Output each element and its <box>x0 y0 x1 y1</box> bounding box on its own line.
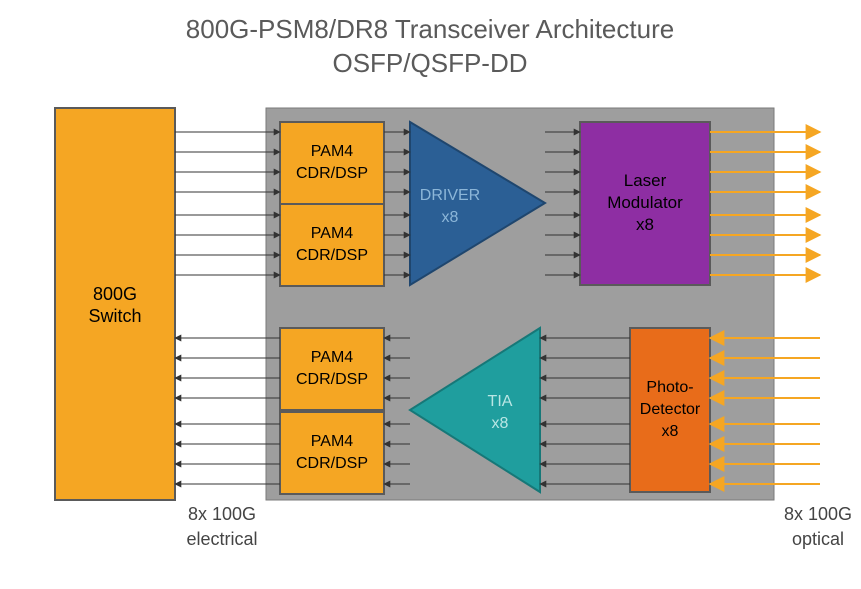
driver-label1: DRIVER <box>420 187 480 204</box>
pam4-box <box>280 412 384 494</box>
pam4-label1: PAM4 <box>311 143 353 160</box>
switch-box <box>55 108 175 500</box>
laser-label3: x8 <box>636 215 654 234</box>
driver-label2: x8 <box>442 209 459 226</box>
label-optical-1: 8x 100G <box>784 504 852 524</box>
pam4-label2: CDR/DSP <box>296 165 368 182</box>
photo-label2: Detector <box>640 401 701 418</box>
pam4-label2: CDR/DSP <box>296 371 368 388</box>
pam4-box <box>280 122 384 204</box>
pam4-label1: PAM4 <box>311 433 353 450</box>
tia-label1: TIA <box>488 393 513 410</box>
pam4-box <box>280 328 384 410</box>
pam4-label2: CDR/DSP <box>296 455 368 472</box>
title-line1: 800G-PSM8/DR8 Transceiver Architecture <box>186 14 674 44</box>
pam4-label2: CDR/DSP <box>296 247 368 264</box>
laser-label1: Laser <box>624 171 667 190</box>
pam4-label1: PAM4 <box>311 349 353 366</box>
label-optical-2: optical <box>792 529 844 549</box>
switch-label2: Switch <box>88 306 141 326</box>
title-line2: OSFP/QSFP-DD <box>332 48 527 78</box>
pam4-box <box>280 204 384 286</box>
laser-label2: Modulator <box>607 193 683 212</box>
label-electrical-1: 8x 100G <box>188 504 256 524</box>
photo-label1: Photo- <box>646 379 693 396</box>
tia-label2: x8 <box>492 415 509 432</box>
photo-label3: x8 <box>662 423 679 440</box>
pam4-label1: PAM4 <box>311 225 353 242</box>
label-electrical-2: electrical <box>186 529 257 549</box>
switch-label1: 800G <box>93 284 137 304</box>
